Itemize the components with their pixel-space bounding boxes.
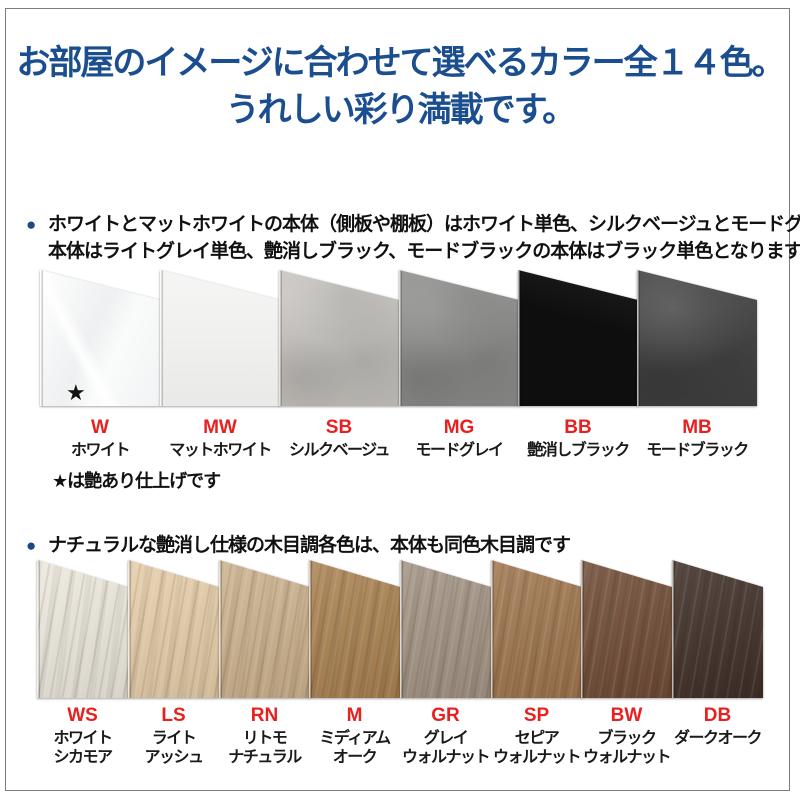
swatch-panel-SB [279,270,399,406]
swatch-name-line: ダークオーク [673,730,763,747]
swatch-code: DB [703,705,732,726]
swatch-panel-GR [400,560,491,698]
swatch-surface-MG [399,270,519,406]
swatch-label-BB: BB 艶消しブラック [518,417,638,460]
swatch-name-line: 艶消しブラック [527,442,630,459]
swatch-name-line: リトモ [242,730,288,747]
swatch-panel-SP [491,560,582,698]
swatch-panel-MB [637,270,757,406]
swatch-name-line: シカモア [53,749,113,766]
swatch-surface-BB [518,270,638,406]
swatch-surface-M [309,560,400,698]
swatch-surface-RN [219,560,310,698]
swatch-name-line: マットホワイト [169,442,272,459]
swatch-name-line: アッシュ [144,749,204,766]
swatch-name-line: ナチュラル [228,749,302,766]
swatch-code: BB [564,417,592,438]
swatch-name-line: ミディアム [319,730,391,747]
swatch-panel-WS [37,560,128,698]
section1-note-line1: ホワイトとマットホワイトの本体（側板や棚板）はホワイト単色、シルクベージュとモー… [48,214,800,235]
gloss-footnote: ★は艶あり仕上げです [52,471,221,491]
swatch-code: WS [67,705,98,726]
swatch-panel-MW [160,270,280,406]
swatch-code: M [346,705,363,726]
gloss-star-icon: ★ [66,380,86,405]
swatch-name-line: オーク [332,749,378,766]
swatch-name-line: ブラック [597,730,657,747]
swatch-label-LS: LS ライトアッシュ [114,705,234,767]
swatch-surface-LS [128,560,219,698]
swatch-label-W: W ホワイト [40,417,160,460]
bullet-icon: ● [26,215,36,234]
swatch-surface-DB [672,560,763,698]
swatch-label-GR: GR グレイウォルナット [386,705,506,767]
swatch-code: MB [682,417,712,438]
swatch-code: LS [161,705,186,726]
swatch-code: SB [325,417,353,438]
swatch-name-line: モードグレイ [415,442,504,459]
swatch-surface-WS [37,560,128,698]
swatch-surface-W: ★ [40,270,160,406]
swatch-name-line: ウォルナット [582,749,672,766]
swatch-code: W [91,417,109,438]
section1-note-line2: 本体はライトグレイ単色、艶消しブラック、モードブラックの本体はブラック単色となり… [48,241,800,262]
swatch-label-RN: RN リトモナチュラル [205,705,325,767]
swatch-code: RN [250,705,279,726]
swatch-panel-M [309,560,400,698]
swatch-label-SP: SP セピアウォルナット [477,705,597,767]
swatch-code: BW [610,705,643,726]
swatch-label-MW: MW マットホワイト [160,417,280,460]
swatch-label-SB: SB シルクベージュ [279,417,399,460]
page-title: お部屋のイメージに合わせて選べるカラー全１４色。 うれしい彩り満載です。 [0,40,800,134]
swatch-label-DB: DB ダークオーク [658,705,778,748]
swatch-panel-BW [581,560,672,698]
swatch-label-WS: WS ホワイトシカモア [23,705,143,767]
swatch-label-BW: BW ブラックウォルナット [567,705,687,767]
swatch-name-line: ライト [151,730,197,747]
swatch-surface-MB [637,270,757,406]
section2-note: ● ナチュラルな艶消し仕様の木目調各色は、本体も同色木目調です [26,532,571,559]
swatch-panel-MG [399,270,519,406]
swatch-panel-BB [518,270,638,406]
section2-note-line1: ナチュラルな艶消し仕様の木目調各色は、本体も同色木目調です [48,535,571,556]
swatch-panel-RN [219,560,310,698]
swatch-code: MW [203,417,237,438]
swatch-code: GR [431,705,460,726]
section1-note: ● ホワイトとマットホワイトの本体（側板や棚板）はホワイト単色、シルクベージュと… [26,211,800,265]
swatch-panel-DB [672,560,763,698]
bullet-icon: ● [26,536,36,555]
swatch-label-MG: MG モードグレイ [399,417,519,460]
swatch-name-line: ホワイト [70,442,131,459]
swatch-name-line: シルクベージュ [288,442,391,459]
swatch-surface-BW [581,560,672,698]
page-title-line2: うれしい彩り満載です。 [225,91,577,129]
page-title-line1: お部屋のイメージに合わせて選べるカラー全１４色。 [16,44,785,82]
swatch-name-line: セピア [514,730,560,747]
swatch-code: SP [523,705,550,726]
swatch-name-line: ウォルナット [492,749,582,766]
swatch-label-M: M ミディアムオーク [295,705,415,767]
swatch-code: MG [443,417,475,438]
swatch-name-line: ウォルナット [401,749,491,766]
swatch-panel-W: ★ [40,270,160,406]
swatch-panel-LS [128,560,219,698]
swatch-label-MB: MB モードブラック [637,417,757,460]
swatch-name-line: ホワイト [53,730,113,747]
swatch-surface-SP [491,560,582,698]
swatch-name-line: グレイ [423,730,469,747]
swatch-surface-SB [279,270,399,406]
swatch-surface-GR [400,560,491,698]
swatch-name-line: モードブラック [646,442,749,459]
swatch-surface-MW [160,270,280,406]
